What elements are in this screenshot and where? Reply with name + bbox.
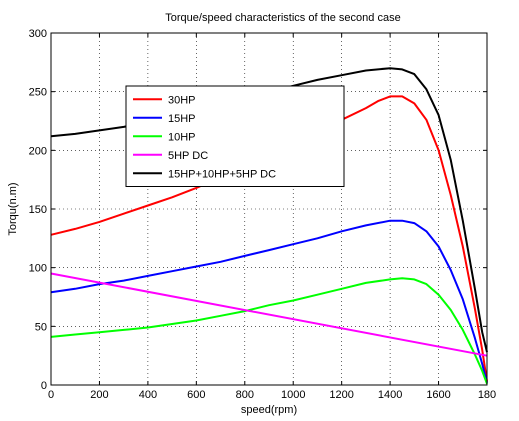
- legend: 30HP 15HP 10HP 5HP DC 15HP+10HP+5HP DC: [125, 85, 345, 187]
- y-tick-label: 50: [35, 321, 47, 333]
- series-line-3: [50, 272, 488, 357]
- x-tick-label: 400: [139, 389, 157, 401]
- y-tick-label: 250: [29, 87, 47, 99]
- y-tick-label: 300: [29, 28, 47, 40]
- grid-layer: [51, 33, 487, 385]
- legend-label-4: 15HP+10HP+5HP DC: [168, 168, 276, 180]
- x-tick-label: 200: [90, 389, 108, 401]
- legend-label-3: 5HP DC: [168, 150, 208, 162]
- series-line-2: [50, 277, 488, 385]
- y-tick-label: 200: [29, 145, 47, 157]
- y-tick-label: 0: [41, 380, 47, 392]
- x-tick-label: 1400: [378, 389, 402, 401]
- x-tick-label: 1000: [281, 389, 305, 401]
- x-tick-label: 180: [478, 389, 496, 401]
- x-tick-label: 0: [48, 389, 54, 401]
- y-tick-label: 150: [29, 204, 47, 216]
- legend-label-1: 15HP: [168, 113, 196, 125]
- x-axis-label: speed(rpm): [241, 404, 297, 416]
- y-axis-label: Torqu(n.m): [7, 182, 19, 235]
- legend-label-2: 10HP: [168, 131, 196, 143]
- x-tick-label: 1200: [329, 389, 353, 401]
- y-tick-label: 100: [29, 263, 47, 275]
- tick-layer: 0 200 400 600 800 1000 1200 1400 1600 18005010015…: [29, 28, 497, 401]
- x-tick-label: 1600: [426, 389, 450, 401]
- x-tick-label: 600: [187, 389, 205, 401]
- legend-label-0: 30HP: [168, 94, 196, 106]
- chart-title: Torque/speed characteristics of the seco…: [165, 12, 400, 24]
- legend-box: [125, 85, 345, 187]
- series-line-1: [50, 219, 488, 383]
- x-tick-label: 800: [236, 389, 254, 401]
